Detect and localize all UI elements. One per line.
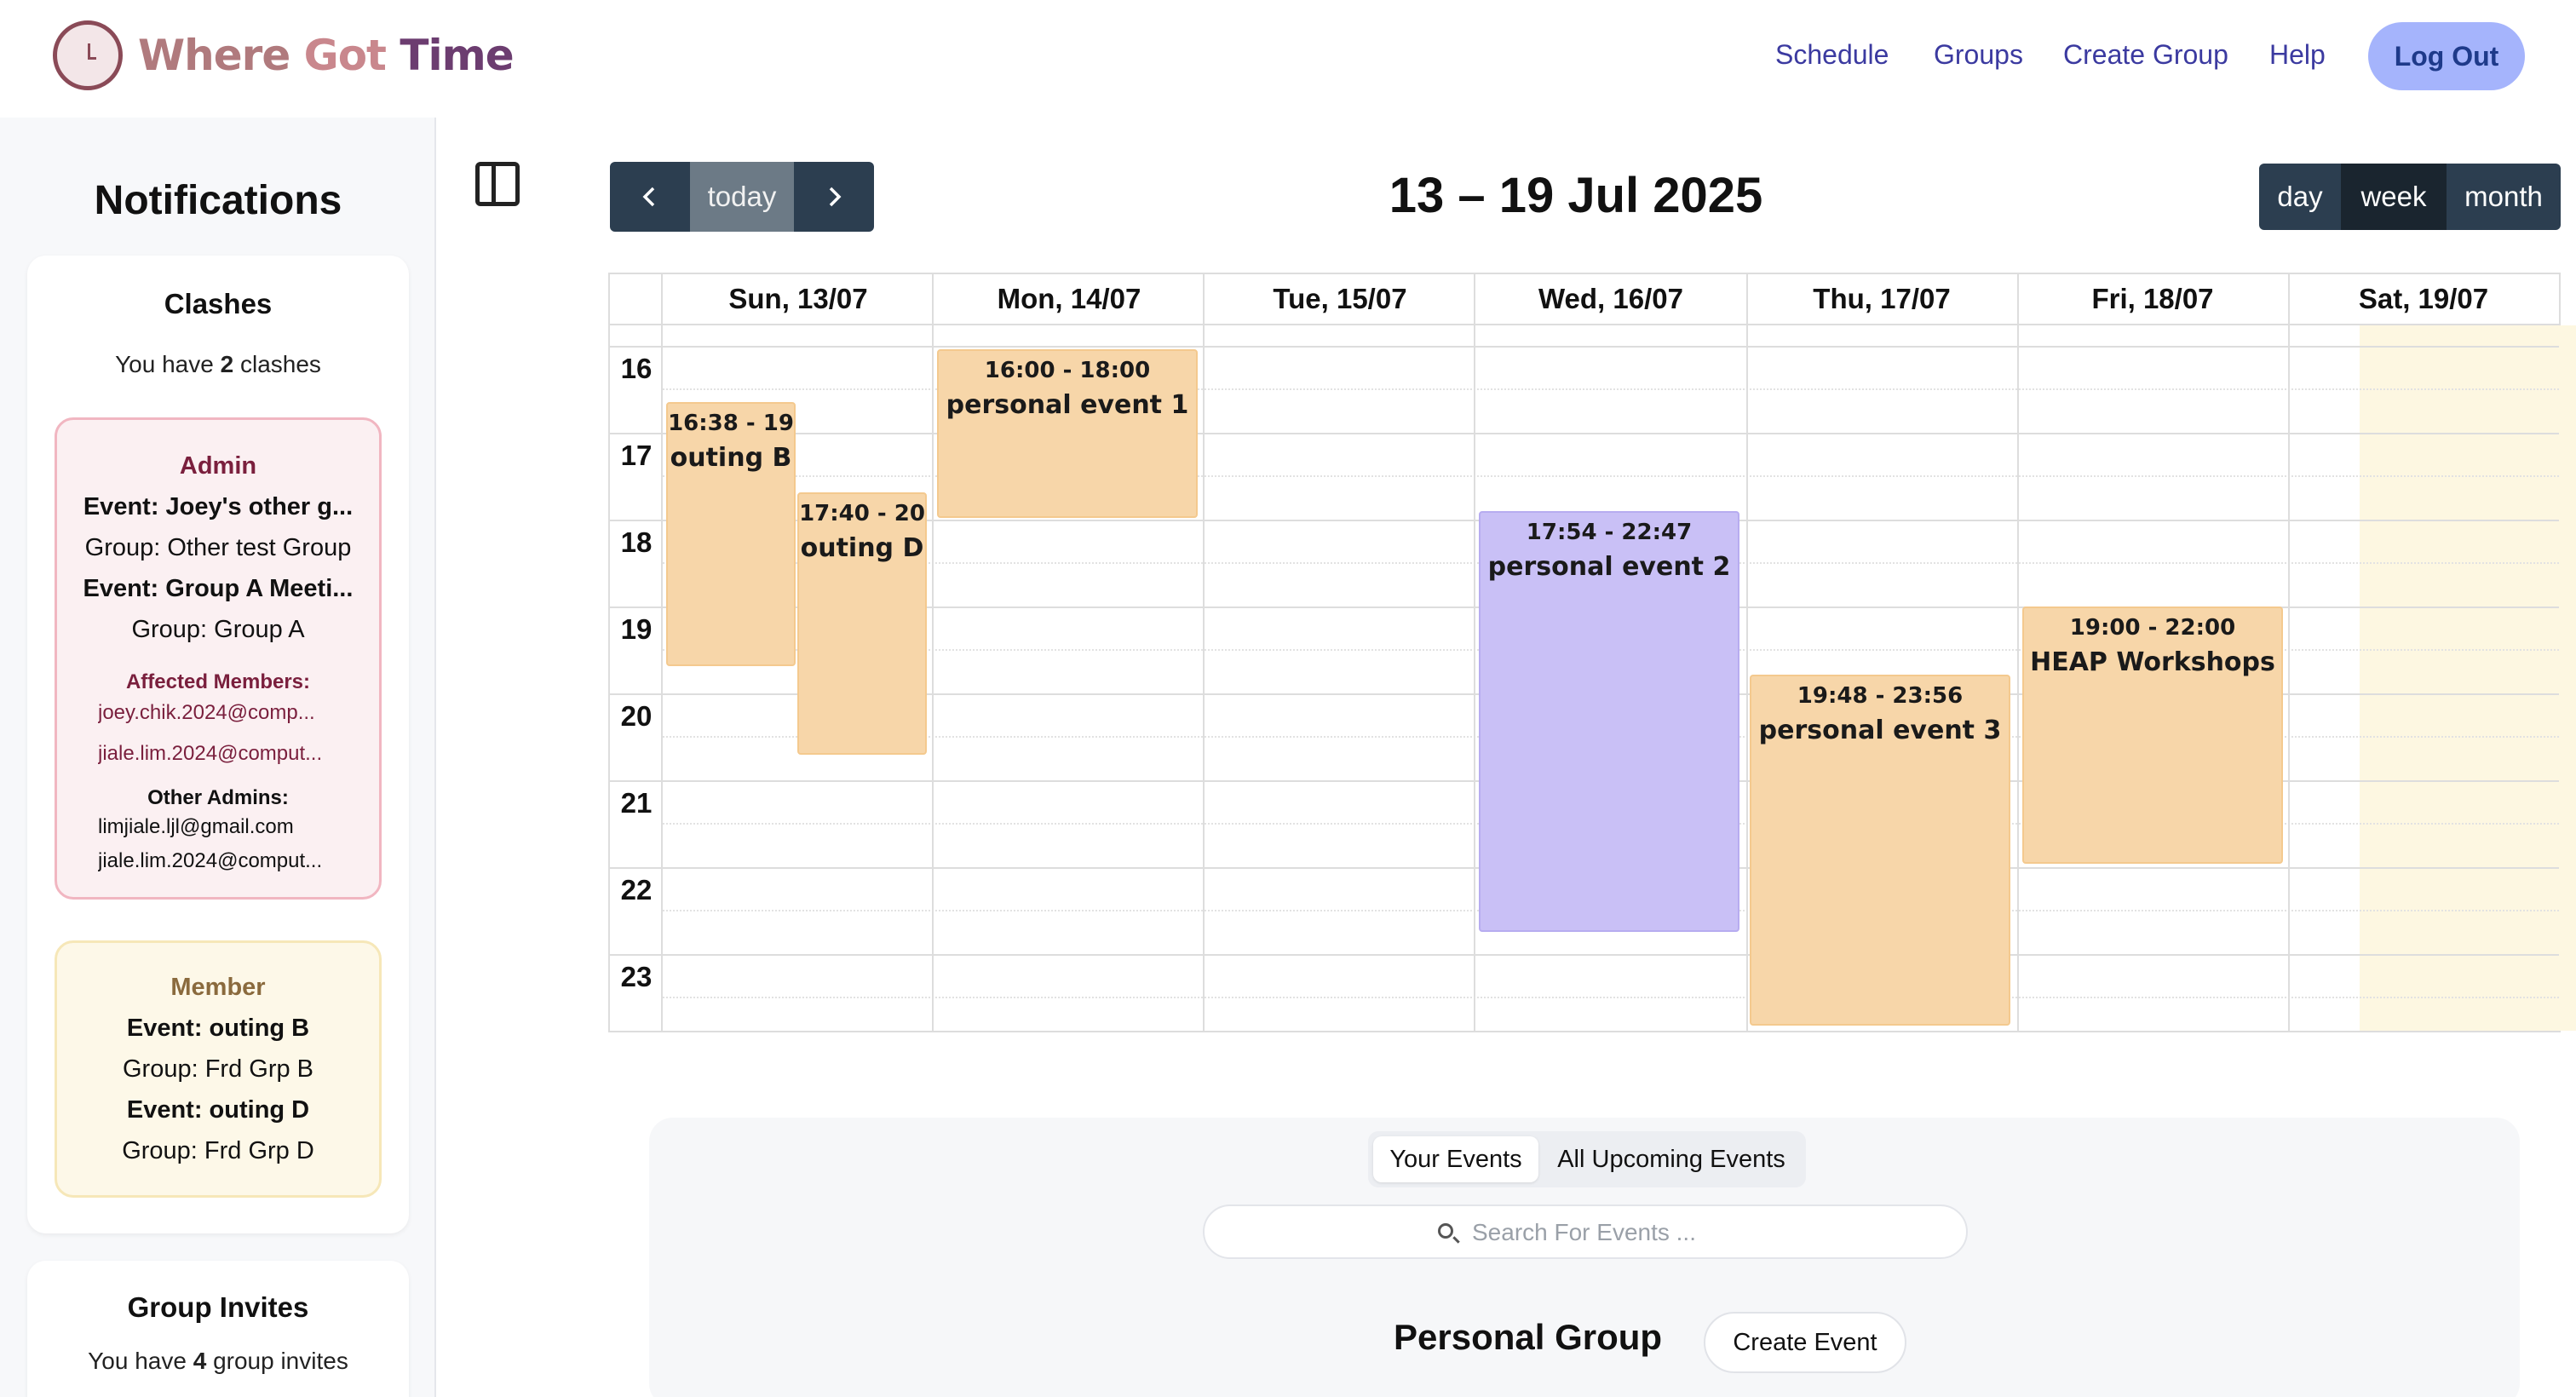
calendar-event[interactable]: 19:48 - 23:56 personal event 3 xyxy=(1750,675,2010,1026)
chevron-left-icon[interactable] xyxy=(610,162,690,232)
clash-group-line: Group: Frd Grp B xyxy=(122,1055,313,1083)
search-icon xyxy=(1438,1223,1453,1239)
affected-member: joey.chik.2024@comp... xyxy=(98,701,315,724)
personal-group-title: Personal Group xyxy=(1394,1317,1663,1357)
day-header[interactable]: Fri, 18/07 xyxy=(2091,283,2214,314)
clash-event-line: Event: Joey's other g... xyxy=(83,493,354,520)
day-header[interactable]: Thu, 17/07 xyxy=(1813,283,1951,314)
notifications-title: Notifications xyxy=(94,178,342,223)
other-admin: jiale.lim.2024@comput... xyxy=(98,849,323,872)
day-header[interactable]: Tue, 15/07 xyxy=(1273,283,1407,314)
nav-groups-link[interactable]: Groups xyxy=(1934,39,2023,70)
calendar-event[interactable]: 17:54 - 22:47 personal event 2 xyxy=(1479,511,1739,932)
hour-label: 22 xyxy=(620,874,653,905)
sidebar-toggle-icon[interactable] xyxy=(475,162,520,206)
hour-label: 19 xyxy=(620,613,653,645)
tab-all-upcoming-events[interactable]: All Upcoming Events xyxy=(1557,1145,1785,1173)
day-header[interactable]: Wed, 16/07 xyxy=(1538,283,1683,314)
hour-label: 23 xyxy=(620,961,653,992)
group-invites-summary: You have 4 group invites xyxy=(88,1348,348,1374)
calendar-event[interactable]: 19:00 - 22:00 HEAP Workshops xyxy=(2022,607,2283,864)
clash-group-line: Group: Frd Grp D xyxy=(122,1137,314,1164)
nav-help-link[interactable]: Help xyxy=(2269,39,2326,70)
chevron-right-icon[interactable] xyxy=(794,162,874,232)
member-clash-box[interactable]: Member Event: outing B Group: Frd Grp B … xyxy=(55,940,382,1198)
hour-label: 18 xyxy=(620,526,653,558)
view-month-button[interactable]: month xyxy=(2447,164,2561,230)
hour-label: 16 xyxy=(620,353,653,384)
admin-clash-box[interactable]: Admin Event: Joey's other g... Group: Ot… xyxy=(55,417,382,900)
clashes-heading: Clashes xyxy=(164,288,273,319)
clash-event-line: Event: Group A Meeti... xyxy=(83,575,354,602)
affected-members-label: Affected Members: xyxy=(125,670,311,693)
admin-role-label: Admin xyxy=(179,452,257,480)
logout-button[interactable]: Log Out xyxy=(2368,22,2525,90)
clashes-card: Clashes You have 2 clashes Admin Event: … xyxy=(27,256,409,1233)
calendar-event[interactable]: 16:38 - 19 outing B xyxy=(666,402,796,666)
group-invites-card: Group Invites You have 4 group invites xyxy=(27,1261,409,1397)
hour-label: 21 xyxy=(620,787,653,819)
week-calendar-grid: Sun, 13/07 Mon, 14/07 Tue, 15/07 Wed, 16… xyxy=(608,273,2576,1032)
view-day-button[interactable]: day xyxy=(2259,164,2341,230)
today-column-highlight xyxy=(2360,325,2576,1031)
clash-event-line: Event: outing B xyxy=(126,1015,310,1042)
events-tabs: Your Events All Upcoming Events xyxy=(1368,1131,1806,1187)
clash-group-line: Group: Group A xyxy=(131,616,305,643)
search-placeholder: Search For Events ... xyxy=(1472,1219,1696,1245)
clock-icon[interactable] xyxy=(53,20,123,90)
member-role-label: Member xyxy=(170,974,266,1001)
group-invites-heading: Group Invites xyxy=(127,1291,309,1323)
hour-label: 17 xyxy=(620,440,653,471)
calendar-event[interactable]: 17:40 - 20 outing D xyxy=(797,492,927,755)
view-switcher: day week month xyxy=(2259,164,2561,230)
clashes-summary: You have 2 clashes xyxy=(115,351,321,377)
day-header[interactable]: Mon, 14/07 xyxy=(997,283,1141,314)
other-admin: limjiale.ljl@gmail.com xyxy=(98,815,294,838)
view-week-button[interactable]: week xyxy=(2341,164,2447,230)
tab-your-events[interactable]: Your Events xyxy=(1373,1136,1538,1182)
today-button[interactable]: today xyxy=(690,162,794,232)
other-admins-label: Other Admins: xyxy=(147,786,289,809)
create-event-button[interactable]: Create Event xyxy=(1704,1312,1906,1373)
top-navbar: Where Got Time Schedule Groups Create Gr… xyxy=(0,0,2576,118)
calendar-date-range: 13 – 19 Jul 2025 xyxy=(1389,168,1763,223)
hour-label: 20 xyxy=(620,700,653,732)
nav-schedule-link[interactable]: Schedule xyxy=(1775,39,1889,70)
day-header[interactable]: Sun, 13/07 xyxy=(728,283,868,314)
nav-create-group-link[interactable]: Create Group xyxy=(2063,39,2228,70)
calendar-nav-group: today xyxy=(610,162,874,232)
day-header[interactable]: Sat, 19/07 xyxy=(2358,283,2489,314)
affected-member: jiale.lim.2024@comput... xyxy=(98,742,323,765)
search-events-input[interactable]: Search For Events ... xyxy=(1203,1204,1968,1259)
app-logo[interactable]: Where Got Time xyxy=(138,31,515,80)
calendar-event[interactable]: 16:00 - 18:00 personal event 1 xyxy=(937,349,1198,518)
clash-group-line: Group: Other test Group xyxy=(84,534,352,561)
notifications-sidebar: Notifications Clashes You have 2 clashes… xyxy=(0,118,436,1397)
clash-event-line: Event: outing D xyxy=(126,1096,310,1124)
